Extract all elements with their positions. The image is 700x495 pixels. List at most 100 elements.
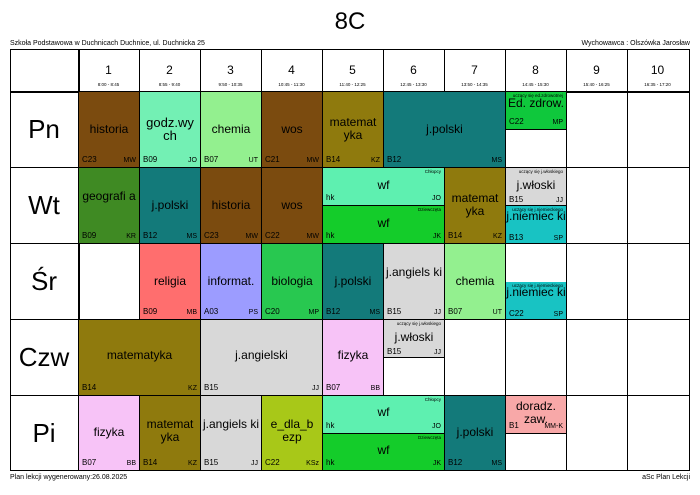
lesson-room: B12: [387, 155, 402, 164]
lesson-cell[interactable]: e_dla_b ezp C22 KSz: [262, 396, 323, 471]
lesson-subject: Ed. zdrow.: [507, 96, 565, 110]
lesson-teacher: MP: [552, 119, 564, 126]
lesson-subject: matemat yka: [146, 417, 194, 444]
lesson-cell[interactable]: uczący się j.niemieckiego j.niemiec ki B…: [506, 206, 567, 244]
lesson-room: B1: [509, 421, 519, 430]
lesson-subject: historia: [89, 122, 129, 136]
period-time: 8:55 - 9:40: [158, 82, 181, 87]
lesson-cell[interactable]: fizyka B07 BB: [79, 396, 140, 471]
lesson-room: B12: [326, 307, 341, 316]
lesson-subject: j.angielski: [235, 348, 288, 362]
lesson-cell[interactable]: uczący się ed.zdrowotnej Ed. zdrow. C22 …: [506, 92, 567, 130]
lesson-room: B07: [82, 458, 97, 467]
group-label: uczący się ed.zdrowotnej: [512, 93, 563, 98]
grid-line: [627, 49, 628, 471]
lesson-teacher: JK: [432, 233, 441, 240]
lesson-cell[interactable]: Chłopcy wf hk JO: [323, 396, 445, 434]
group-label: uczący się j.niemieckiego: [512, 283, 563, 288]
period-time: 13:50 - 14:35: [461, 82, 488, 87]
lesson-cell[interactable]: matemat yka B14 KZ: [445, 168, 506, 244]
lesson-cell[interactable]: j.angiels ki B15 JJ: [201, 396, 262, 471]
lesson-teacher: JO: [432, 195, 441, 202]
lesson-room: B12: [143, 231, 158, 240]
lesson-room: C20: [265, 307, 280, 316]
software-credit: aSc Plan Lekcji: [642, 474, 690, 481]
lesson-subject: j.polski: [426, 122, 463, 136]
lesson-cell[interactable]: uczący się j.niemieckiego j.niemiec ki C…: [506, 282, 567, 320]
group-label: Dziewczęta: [417, 435, 441, 440]
lesson-cell[interactable]: chemia B07 UT: [445, 244, 506, 320]
lesson-teacher: JO: [188, 157, 197, 164]
lesson-teacher: KZ: [188, 385, 197, 392]
lesson-teacher: JO: [432, 423, 441, 430]
lesson-room: hk: [326, 193, 335, 202]
period-number: 7: [471, 63, 478, 77]
lesson-cell[interactable]: biologia C20 MP: [262, 244, 323, 320]
period-number: 5: [349, 63, 356, 77]
lesson-cell[interactable]: religia B09 MB: [140, 244, 201, 320]
lesson-cell[interactable]: matemat yka B14 KZ: [140, 396, 201, 471]
class-title: 8C: [334, 8, 366, 35]
group-label: Chłopcy: [424, 169, 441, 174]
period-number: 1: [105, 63, 112, 77]
lesson-room: B14: [448, 231, 463, 240]
day-label-sr: Śr: [31, 266, 57, 296]
lesson-teacher: JJ: [251, 460, 258, 467]
lesson-subject: matematyka: [106, 348, 173, 362]
lesson-subject: j.polski: [151, 198, 189, 212]
group-label: uczący się j.niemieckiego: [512, 207, 563, 212]
lesson-cell[interactable]: informat. A03 PS: [201, 244, 262, 320]
lesson-cell[interactable]: j.angiels ki B15 JJ: [384, 244, 445, 320]
lesson-cell[interactable]: matemat yka B14 KZ: [323, 92, 384, 168]
lesson-teacher: MS: [491, 460, 503, 467]
lesson-subject: wos: [281, 198, 303, 212]
grid-line: [566, 49, 567, 471]
lesson-cell[interactable]: historia C23 MW: [201, 168, 262, 244]
school-name: Szkoła Podstawowa w Duchnicach Duchnice,…: [10, 40, 205, 47]
lesson-room: B07: [448, 307, 463, 316]
lesson-room: C21: [265, 155, 280, 164]
lesson-cell[interactable]: uczący się j.włoskiego j.włoski B15 JJ: [384, 320, 445, 358]
lesson-teacher: UT: [248, 157, 258, 164]
lesson-cell[interactable]: j.polski B12 MS: [445, 396, 506, 471]
lesson-teacher: MW: [306, 157, 319, 164]
lesson-cell[interactable]: Dziewczęta wf hk JK: [323, 434, 445, 471]
lesson-cell[interactable]: j.polski B12 MS: [140, 168, 201, 244]
lesson-cell[interactable]: j.polski B12 MS: [384, 92, 506, 168]
lesson-cell[interactable]: geografi a B09 KR: [79, 168, 140, 244]
lesson-teacher: PS: [248, 309, 258, 316]
lesson-cell[interactable]: doradz. zaw. B1 MM-K: [506, 396, 567, 434]
lesson-cell[interactable]: uczący się j.włoskiego j.włoski B15 JJ: [506, 168, 567, 206]
period-number: 10: [650, 63, 665, 77]
lesson-subject: fizyka: [337, 348, 369, 362]
lesson-cell[interactable]: wos C21 MW: [262, 92, 323, 168]
period-number: 4: [288, 63, 295, 77]
lesson-teacher: JJ: [556, 197, 563, 204]
lesson-teacher: JJ: [434, 309, 441, 316]
group-label: Chłopcy: [424, 397, 441, 402]
lesson-subject: wf: [377, 178, 390, 192]
lesson-cell[interactable]: godz.wy ch B09 JO: [140, 92, 201, 168]
lesson-teacher: JJ: [312, 385, 319, 392]
period-time: 10:45 - 11:30: [278, 82, 305, 87]
lesson-cell[interactable]: matematyka B14 KZ: [79, 320, 201, 396]
lesson-room: B09: [143, 155, 158, 164]
lesson-cell[interactable]: j.angielski B15 JJ: [201, 320, 323, 396]
lesson-subject: religia: [153, 274, 186, 288]
lesson-cell[interactable]: Dziewczęta wf hk JK: [323, 206, 445, 244]
lesson-cell[interactable]: historia C23 MW: [79, 92, 140, 168]
lesson-teacher: MW: [123, 157, 136, 164]
period-time: 15:40 - 16:25: [583, 82, 610, 87]
lesson-subject: biologia: [271, 274, 313, 288]
lesson-room: B13: [509, 233, 524, 242]
lesson-cell[interactable]: wos C22 MW: [262, 168, 323, 244]
lesson-subject: j.angiels ki: [385, 265, 443, 279]
lesson-cell[interactable]: j.polski B12 MS: [323, 244, 384, 320]
lesson-cell[interactable]: fizyka B07 BB: [323, 320, 384, 396]
grid-line: [139, 49, 140, 471]
lesson-cell[interactable]: Chłopcy wf hk JO: [323, 168, 445, 206]
lesson-teacher: KSz: [306, 460, 319, 467]
lesson-room: A03: [204, 307, 219, 316]
lesson-cell[interactable]: chemia B07 UT: [201, 92, 262, 168]
lesson-subject: informat.: [207, 274, 255, 288]
